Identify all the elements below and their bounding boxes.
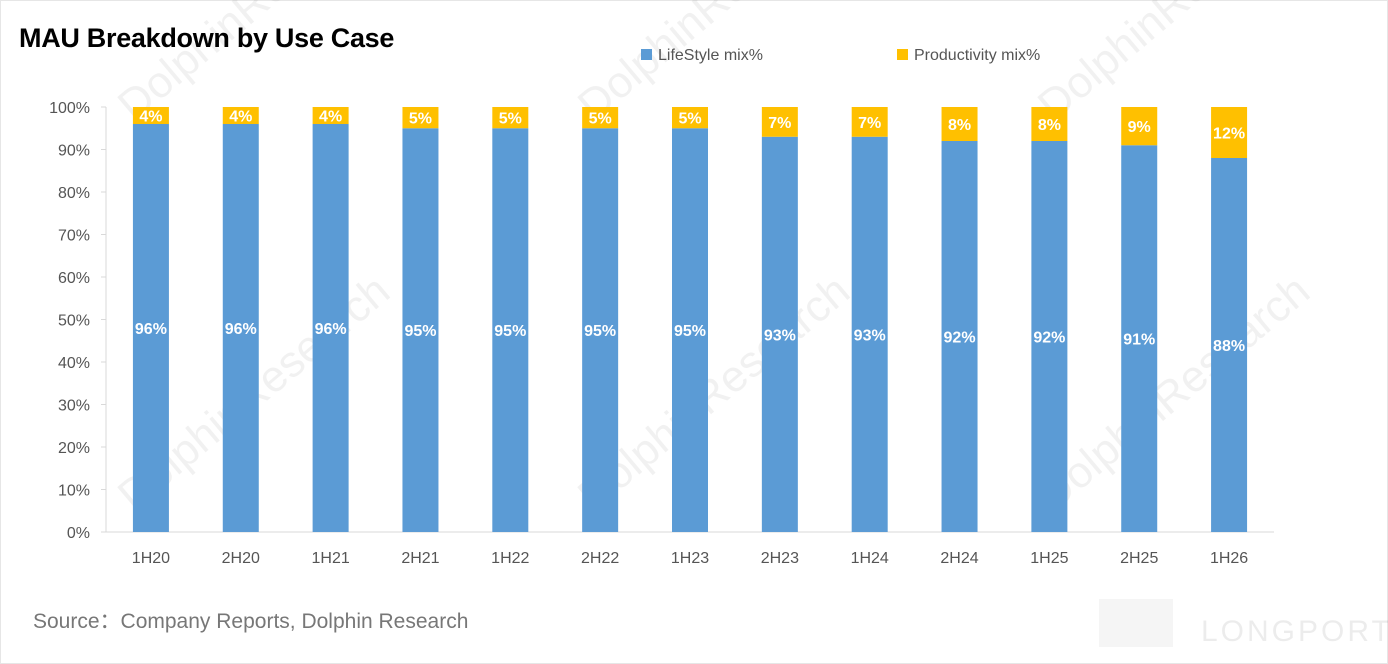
data-label-lifestyle: 93%	[854, 327, 886, 344]
bar-productivity	[1121, 107, 1158, 146]
data-label-lifestyle: 95%	[494, 323, 526, 340]
x-tick-label: 1H25	[1030, 550, 1068, 567]
source-note: Source：Company Reports, Dolphin Research	[33, 610, 469, 633]
y-tick-label: 100%	[49, 100, 90, 117]
y-tick-label: 90%	[58, 143, 90, 160]
bar-lifestyle	[672, 128, 708, 532]
x-tick-label: 2H24	[940, 550, 978, 567]
bar-lifestyle	[492, 128, 529, 532]
x-tick-label: 2H25	[1120, 550, 1158, 567]
bar-lifestyle	[222, 124, 259, 532]
legend-label-lifestyle: LifeStyle mix%	[658, 47, 763, 64]
data-label-lifestyle: 88%	[1213, 338, 1245, 355]
y-tick-label: 60%	[58, 270, 90, 287]
legend-swatch-lifestyle	[641, 49, 652, 60]
y-tick-label: 70%	[58, 228, 90, 245]
data-label-productivity: 9%	[1128, 119, 1151, 136]
bar-lifestyle	[851, 136, 888, 532]
bar-productivity	[672, 107, 708, 129]
bar-lifestyle	[582, 128, 619, 532]
bar-productivity	[402, 107, 439, 129]
x-tick-label: 1H22	[491, 550, 529, 567]
x-tick-label: 2H22	[581, 550, 619, 567]
bar-productivity	[1211, 107, 1248, 158]
data-label-lifestyle: 91%	[1123, 332, 1155, 349]
data-label-lifestyle: 95%	[404, 323, 436, 340]
bar-productivity	[851, 107, 888, 137]
data-label-lifestyle: 96%	[315, 321, 347, 338]
y-tick-label: 0%	[67, 525, 90, 542]
data-label-productivity: 5%	[409, 111, 432, 128]
bar-productivity	[1031, 107, 1068, 141]
data-label-productivity: 12%	[1213, 126, 1245, 143]
longport-logo	[1099, 599, 1173, 647]
x-tick-label: 1H26	[1210, 550, 1248, 567]
bar-lifestyle	[402, 128, 439, 532]
data-label-productivity: 7%	[768, 115, 791, 132]
data-label-productivity: 4%	[319, 109, 342, 126]
y-tick-label: 30%	[58, 398, 90, 415]
y-tick-label: 80%	[58, 185, 90, 202]
bar-lifestyle	[1031, 141, 1068, 532]
legend-swatch-productivity	[897, 49, 908, 60]
y-tick-label: 50%	[58, 313, 90, 330]
x-tick-label: 1H20	[132, 550, 170, 567]
data-label-productivity: 5%	[678, 111, 701, 128]
bar-productivity	[132, 107, 169, 124]
data-label-productivity: 8%	[948, 117, 971, 134]
bar-lifestyle	[132, 124, 169, 532]
data-label-productivity: 8%	[1038, 117, 1061, 134]
data-label-lifestyle: 92%	[1033, 330, 1065, 347]
chart-title: MAU Breakdown by Use Case	[19, 23, 395, 53]
bar-productivity	[761, 107, 798, 137]
x-tick-label: 2H21	[401, 550, 439, 567]
bar-lifestyle	[1211, 158, 1248, 532]
data-label-productivity: 5%	[499, 111, 522, 128]
data-label-productivity: 5%	[589, 111, 612, 128]
bar-productivity	[582, 107, 619, 129]
x-tick-label: 1H24	[851, 550, 889, 567]
y-tick-label: 20%	[58, 440, 90, 457]
data-label-productivity: 4%	[229, 109, 252, 126]
bar-productivity	[312, 107, 349, 124]
bar-lifestyle	[312, 124, 349, 532]
data-label-productivity: 4%	[139, 109, 162, 126]
data-label-lifestyle: 96%	[225, 321, 257, 338]
legend-label-productivity: Productivity mix%	[914, 47, 1040, 64]
data-label-lifestyle: 95%	[584, 323, 616, 340]
x-tick-label: 2H23	[761, 550, 799, 567]
data-label-lifestyle: 93%	[764, 327, 796, 344]
bar-productivity	[492, 107, 529, 129]
bar-lifestyle	[941, 141, 978, 532]
bar-productivity	[222, 107, 259, 124]
bar-lifestyle	[1121, 145, 1158, 532]
bar-productivity	[941, 107, 978, 141]
bar-lifestyle	[761, 136, 798, 532]
data-label-lifestyle: 92%	[944, 330, 976, 347]
x-tick-label: 1H21	[311, 550, 349, 567]
data-label-productivity: 7%	[858, 115, 881, 132]
y-tick-label: 10%	[58, 483, 90, 500]
watermark-brand: LONGPORT	[1201, 615, 1388, 648]
y-tick-label: 40%	[58, 355, 90, 372]
data-label-lifestyle: 96%	[135, 321, 167, 338]
data-label-lifestyle: 95%	[674, 323, 706, 340]
x-tick-label: 2H20	[222, 550, 260, 567]
x-tick-label: 1H23	[671, 550, 709, 567]
